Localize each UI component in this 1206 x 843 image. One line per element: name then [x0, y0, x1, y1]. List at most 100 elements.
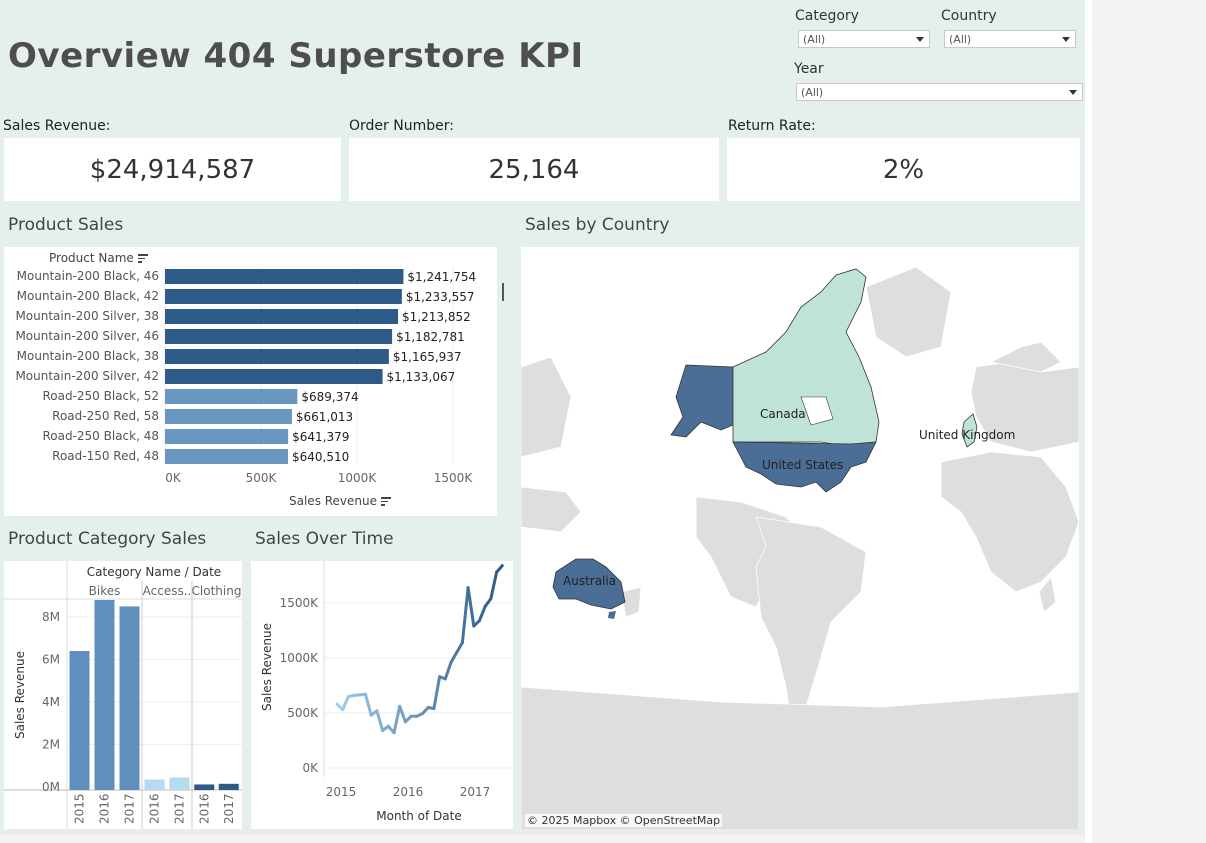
x-tick-label: 2017	[460, 785, 491, 799]
scandinavia-land	[989, 341, 1062, 373]
product-bar	[165, 289, 402, 304]
product-bar	[165, 409, 292, 424]
category-filter-dropdown[interactable]: (All)	[798, 30, 930, 48]
sales-line-segment	[478, 604, 487, 623]
product-sales-panel[interactable]: Product Name 0K 500K 1000K 1500K Mountain-20…	[4, 247, 504, 516]
sales-revenue-axis-title-label: Sales Revenue	[289, 494, 378, 508]
product-sales-title: Product Sales	[8, 215, 124, 235]
y-tick-label: 500K	[287, 706, 319, 720]
y-tick-label: 1500K	[280, 596, 320, 610]
y-axis-title: Sales Revenue	[260, 623, 274, 711]
sort-icon[interactable]	[381, 497, 392, 506]
sales-revenue-kpi: $24,914,587	[4, 138, 341, 201]
world-map	[521, 266, 1079, 830]
sales-by-country-map[interactable]: Canada United States United Kingdom Aust…	[521, 247, 1079, 830]
sales-line-segment	[392, 704, 402, 735]
sales-over-time-chart: 0K 500K 1000K 1500K Sales Revenue 2015 2016 201…	[260, 561, 513, 823]
y-tick-label: 4M	[42, 695, 60, 709]
chevron-down-icon	[916, 37, 924, 42]
sales-line-segment	[398, 704, 407, 724]
sales-over-time-panel[interactable]: 0K 500K 1000K 1500K Sales Revenue 2015 2016 201…	[251, 561, 513, 829]
product-value-label: $1,213,852	[402, 310, 471, 324]
country-filter-label: Country	[941, 8, 997, 24]
map-attribution[interactable]: © 2025 Mapbox © OpenStreetMap	[525, 814, 723, 827]
x-tick-label: 2015	[326, 785, 357, 799]
product-value-label: $689,374	[301, 390, 358, 404]
category-group-label: Bikes	[89, 584, 121, 598]
x-tick-label: 500K	[246, 471, 278, 485]
sales-line-segment	[483, 597, 493, 608]
year-filter-dropdown[interactable]: (All)	[796, 83, 1083, 101]
product-bar	[165, 429, 289, 444]
product-value-label: $1,182,781	[396, 330, 465, 344]
alaska-region[interactable]	[670, 364, 734, 438]
product-label: Road-250 Black, 52	[42, 389, 159, 403]
sales-line-segment	[460, 586, 470, 645]
category-bar	[69, 651, 90, 790]
sales-line-segment	[341, 695, 350, 712]
sales-revenue-axis-title[interactable]: Sales Revenue	[289, 494, 392, 508]
year-tick-label: 2015	[73, 793, 87, 824]
tasmania-region	[608, 611, 616, 619]
sales-revenue-kpi-value: $24,914,587	[89, 154, 256, 185]
sales-by-country-title: Sales by Country	[525, 215, 670, 235]
united-kingdom-region[interactable]	[961, 413, 978, 448]
country-filter-dropdown[interactable]: (All)	[944, 30, 1076, 48]
category-filter-value: (All)	[803, 33, 826, 46]
y-tick-label: 2M	[42, 738, 60, 752]
chevron-down-icon	[1069, 90, 1077, 95]
category-date-header: Category Name / Date	[87, 565, 221, 579]
year-tick-label: 2016	[98, 793, 112, 824]
x-tick-label: 1000K	[338, 471, 378, 485]
year-filter-value: (All)	[801, 86, 824, 99]
category-bar	[194, 784, 215, 790]
madagascar-land	[1038, 576, 1057, 613]
return-rate-kpi: 2%	[727, 138, 1080, 201]
sales-line-segment	[449, 651, 459, 664]
united-kingdom-label: United Kingdom	[919, 428, 1016, 442]
category-sales-panel[interactable]: Category Name / Date 0M 2M 4M 6M 8M Sales Reve…	[4, 561, 242, 829]
sales-over-time-title: Sales Over Time	[255, 529, 394, 549]
category-group-label: Clothing	[192, 584, 242, 598]
product-value-label: $1,133,067	[387, 370, 456, 384]
australia-label: Australia	[563, 574, 617, 588]
product-sales-chart: 0K 500K 1000K 1500K Mountain-200 Black, 46 $1…	[15, 267, 476, 485]
product-label: Mountain-200 Black, 46	[17, 269, 159, 283]
x-tick-label: 1500K	[434, 471, 474, 485]
product-bar	[165, 369, 383, 384]
product-value-label: $640,510	[292, 450, 349, 464]
product-label: Road-250 Red, 58	[52, 409, 159, 423]
product-bar	[165, 389, 298, 404]
scrollbar-handle[interactable]	[502, 283, 504, 301]
product-value-label: $1,241,754	[407, 270, 476, 284]
product-bar	[165, 269, 404, 284]
year-tick-label: 2016	[148, 793, 162, 824]
category-group-label: Access..	[143, 584, 192, 598]
sales-line-segment	[495, 564, 504, 574]
product-label: Mountain-200 Black, 42	[17, 289, 159, 303]
australia-region[interactable]	[552, 558, 626, 610]
south-america-land	[755, 516, 867, 723]
product-value-label: $661,013	[296, 410, 353, 424]
product-bar	[165, 329, 393, 344]
canada-region[interactable]	[732, 268, 880, 448]
product-label: Road-150 Red, 48	[52, 449, 159, 463]
order-number-kpi-label: Order Number:	[349, 118, 454, 134]
y-tick-label: 1000K	[280, 651, 320, 665]
product-bar	[165, 449, 288, 464]
united-states-region[interactable]	[732, 441, 877, 493]
product-label: Mountain-200 Silver, 46	[15, 329, 159, 343]
y-axis-title: Sales Revenue	[13, 651, 27, 739]
product-value-label: $1,165,937	[393, 350, 462, 364]
sales-line-segment	[455, 641, 464, 654]
product-name-header[interactable]: Product Name	[49, 251, 148, 265]
sales-line-segment	[443, 660, 453, 681]
category-bar	[94, 600, 115, 790]
category-sales-title: Product Category Sales	[8, 529, 207, 549]
sales-line-segment	[364, 692, 373, 717]
order-number-kpi-value: 25,164	[488, 154, 580, 185]
sales-revenue-kpi-label: Sales Revenue:	[3, 118, 111, 134]
sort-icon[interactable]	[137, 254, 148, 263]
dashboard-title: Overview 404 Superstore KPI	[8, 36, 584, 76]
product-bar	[165, 309, 399, 324]
